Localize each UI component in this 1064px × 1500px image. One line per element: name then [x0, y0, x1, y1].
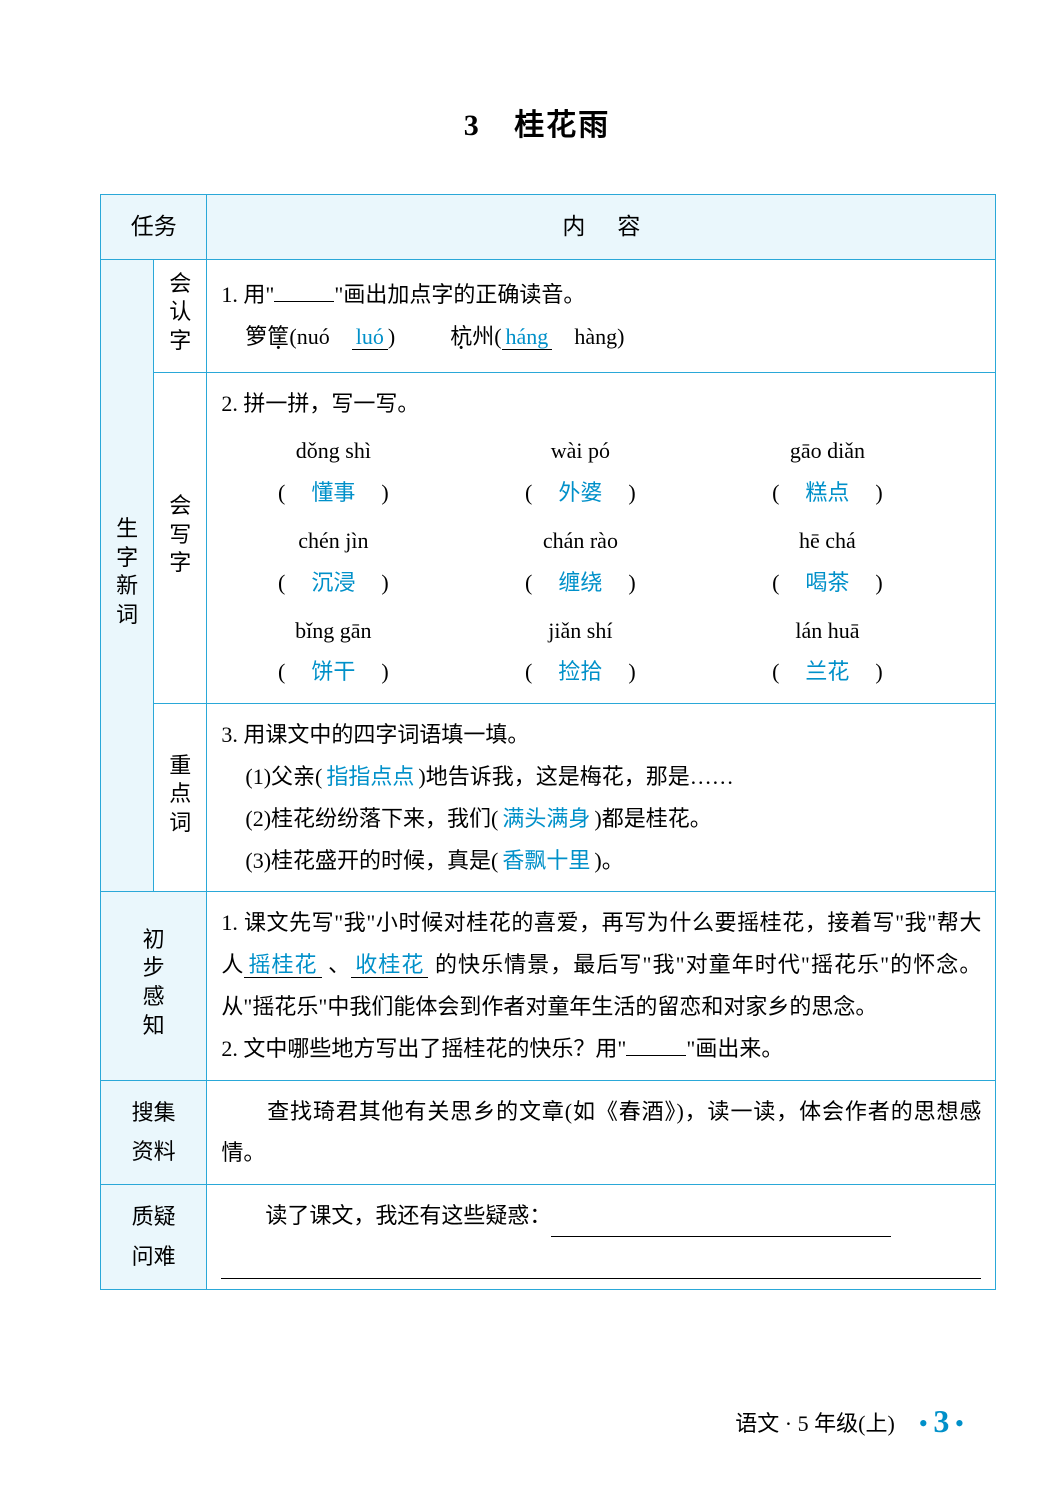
header-task: 任务 — [101, 195, 207, 260]
q1-ans2: háng — [502, 324, 553, 350]
pinyin-answer: ( 沉浸 ) — [245, 562, 421, 604]
write-blank — [551, 1211, 891, 1237]
worksheet-table: 任务 内容 生字新词 会认字 1. 用""画出加点字的正确读音。 箩筐(nuó … — [100, 194, 996, 1290]
chubu-ans1: 摇桂花 — [244, 952, 321, 978]
q3-ans1: 指指点点 — [322, 764, 418, 789]
row-label-shengzi: 生字新词 — [101, 259, 154, 892]
pinyin-row: dǒng shì( 懂事 ) wài pó( 外婆 ) gāo diǎn( 糕点 ) — [245, 430, 981, 514]
write-blank-full — [221, 1246, 981, 1279]
pinyin-row: chén jìn( 沉浸 ) chán rào( 缠绕 ) hē chá( 喝茶 ) — [245, 520, 981, 604]
row-label-huiren: 会认字 — [154, 259, 207, 372]
q1-ans1: luó — [352, 324, 388, 350]
q2-cell: 2. 拼一拼，写一写。 dǒng shì( 懂事 )wài pó( 外婆 )gā… — [207, 372, 996, 704]
pinyin-text: jiǎn shí — [492, 610, 668, 652]
lesson-title: 桂花雨 — [514, 109, 610, 142]
q1-cell: 1. 用""画出加点字的正确读音。 箩筐(nuó luó) 杭州(háng hà… — [207, 259, 996, 372]
row-label-zhongdian: 重点词 — [154, 704, 207, 892]
underline-blank — [274, 280, 334, 302]
q3-cell: 3. 用课文中的四字词语填一填。 (1)父亲(指指点点)地告诉我，这是梅花，那是… — [207, 704, 996, 892]
pinyin-answer: ( 兰花 ) — [739, 651, 915, 693]
pinyin-text: wài pó — [492, 430, 668, 472]
pinyin-cell: gāo diǎn( 糕点 ) — [739, 430, 961, 514]
pinyin-answer: ( 喝茶 ) — [739, 562, 915, 604]
page-number: 3 — [933, 1403, 949, 1439]
pinyin-answer: ( 饼干 ) — [245, 651, 421, 693]
row-label-huixie: 会写字 — [154, 372, 207, 704]
pinyin-answer: ( 糕点 ) — [739, 472, 915, 514]
chubu-cell: 1. 课文先写"我"小时候对桂花的喜爱，再写为什么要摇桂花，接着写"我"帮大人摇… — [207, 892, 996, 1080]
pinyin-text: chén jìn — [245, 520, 421, 562]
q3-ans2: 满头满身 — [498, 806, 594, 831]
pinyin-cell: lán huā( 兰花 ) — [739, 610, 961, 694]
header-content: 内容 — [207, 195, 996, 260]
pinyin-text: gāo diǎn — [739, 430, 915, 472]
row-label-souji: 搜集资料 — [101, 1080, 207, 1185]
chubu-ans2: 收桂花 — [351, 952, 428, 978]
lesson-number: 3 — [464, 109, 481, 142]
footer-text: 语文 · 5 年级(上) — [735, 1406, 894, 1438]
pinyin-text: bǐng gān — [245, 610, 421, 652]
page-title: 3 桂花雨 — [100, 100, 974, 144]
pinyin-answer: ( 捡拾 ) — [492, 651, 668, 693]
pinyin-cell: dǒng shì( 懂事 ) — [245, 430, 467, 514]
pinyin-cell: hē chá( 喝茶 ) — [739, 520, 961, 604]
pinyin-text: hē chá — [739, 520, 915, 562]
zhiyi-cell: 读了课文，我还有这些疑惑： — [207, 1185, 996, 1290]
underline-blank — [626, 1034, 686, 1056]
souji-cell: 查找琦君其他有关思乡的文章(如《春酒》)，读一读，体会作者的思想感情。 — [207, 1080, 996, 1185]
pinyin-cell: chén jìn( 沉浸 ) — [245, 520, 467, 604]
pinyin-text: lán huā — [739, 610, 915, 652]
pinyin-cell: jiǎn shí( 捡拾 ) — [492, 610, 714, 694]
pinyin-answer: ( 外婆 ) — [492, 472, 668, 514]
pinyin-row: bǐng gān( 饼干 ) jiǎn shí( 捡拾 ) lán huā( 兰花 … — [245, 610, 981, 694]
pinyin-text: chán rào — [492, 520, 668, 562]
row-label-chubu: 初步感知 — [101, 892, 207, 1080]
q3-ans3: 香飘十里 — [498, 848, 594, 873]
pinyin-cell: wài pó( 外婆 ) — [492, 430, 714, 514]
pinyin-answer: ( 缠绕 ) — [492, 562, 668, 604]
pinyin-cell: chán rào( 缠绕 ) — [492, 520, 714, 604]
page-footer: 语文 · 5 年级(上) • 3 • — [735, 1403, 964, 1440]
pinyin-cell: bǐng gān( 饼干 ) — [245, 610, 467, 694]
pinyin-answer: ( 懂事 ) — [245, 472, 421, 514]
pinyin-text: dǒng shì — [245, 430, 421, 472]
row-label-zhiyi: 质疑问难 — [101, 1185, 207, 1290]
